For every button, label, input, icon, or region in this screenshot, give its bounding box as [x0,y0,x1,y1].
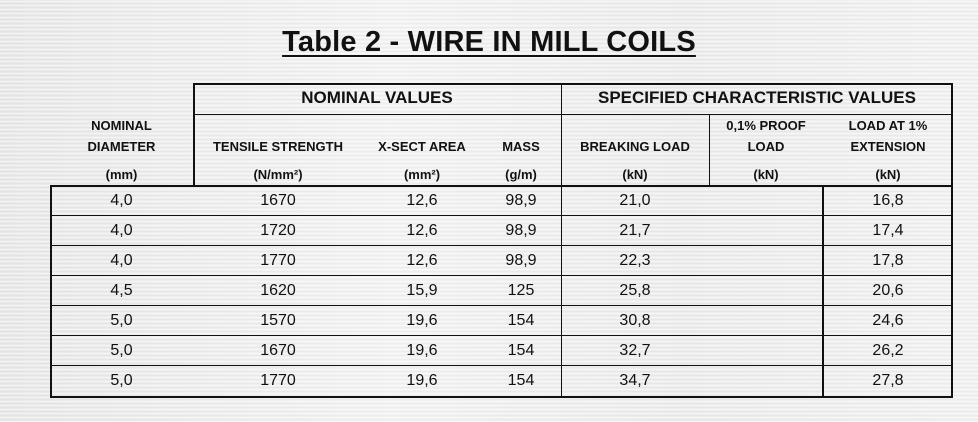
cell-diameter: 5,0 [110,372,133,389]
grid-line-extension-divider [822,185,824,396]
col-unit-diameter: (mm) [105,167,138,182]
col-unit-load-extension: (kN) [875,167,901,182]
cell-mass: 98,9 [505,222,537,239]
col-unit-mass: (g/m) [505,167,537,182]
grid-line-left-body [50,185,52,396]
cell-xsect-area: 19,6 [406,372,438,389]
cell-diameter: 5,0 [110,342,133,359]
col-header-breaking-load: BREAKING LOAD [580,139,690,154]
cell-breaking-load: 21,0 [619,192,651,209]
row-divider [50,275,953,276]
cell-breaking-load: 21,7 [619,222,651,239]
cell-proof-load [709,246,823,276]
cell-load-extension: 17,4 [872,222,904,239]
cell-breaking-load: 25,8 [619,282,651,299]
cell-diameter: 4,0 [110,192,133,209]
cell-xsect-area: 15,9 [406,282,438,299]
cell-mass: 98,9 [505,192,537,209]
cell-proof-load [709,216,823,246]
cell-load-extension: 17,8 [872,252,904,269]
cell-diameter: 5,0 [110,312,133,329]
cell-proof-load [709,366,823,396]
group-header-specified: SPECIFIED CHARACTERISTIC VALUES [598,88,916,107]
col-header-proof-load-line2: LOAD [747,139,785,154]
col-header-load-extension: LOAD AT 1% EXTENSION [823,115,953,157]
cell-xsect-area: 19,6 [406,312,438,329]
cell-load-extension: 20,6 [872,282,904,299]
cell-load-extension: 16,8 [872,192,904,209]
cell-mass: 154 [507,342,535,359]
grid-line-right [951,83,953,396]
cell-diameter: 4,5 [110,282,133,299]
col-header-proof-load: 0,1% PROOF LOAD [709,115,823,157]
cell-mass: 154 [507,312,535,329]
col-header-diameter-line2: DIAMETER [87,139,156,154]
grid-line-header-top [193,83,953,85]
cell-mass: 154 [507,372,535,389]
grid-line-proof-divider [709,114,710,186]
cell-diameter: 4,0 [110,252,133,269]
cell-xsect-area: 12,6 [406,192,438,209]
row-divider [50,365,953,366]
col-unit-proof-load: (kN) [753,167,779,182]
col-header-load-extension-line1: LOAD AT 1% [848,118,928,133]
group-header-nominal: NOMINAL VALUES [301,88,453,107]
col-header-xsect-area: X-SECT AREA [378,139,466,154]
col-header-diameter: NOMINAL DIAMETER [50,115,193,157]
cell-breaking-load: 22,3 [619,252,651,269]
col-header-proof-load-line1: 0,1% PROOF [726,118,806,133]
grid-line-group-bottom [193,114,953,115]
cell-proof-load [709,276,823,306]
cell-breaking-load: 32,7 [619,342,651,359]
row-divider [50,215,953,216]
grid-line-body-top [50,185,953,187]
col-unit-breaking-load: (kN) [622,167,648,182]
cell-load-extension: 26,2 [872,342,904,359]
row-divider [50,305,953,306]
cell-tensile-strength: 1670 [260,192,296,209]
cell-proof-load [709,186,823,216]
cell-xsect-area: 12,6 [406,222,438,239]
cell-tensile-strength: 1770 [260,252,296,269]
row-divider [50,335,953,336]
cell-tensile-strength: 1570 [260,312,296,329]
cell-tensile-strength: 1620 [260,282,296,299]
row-divider [50,396,953,398]
col-unit-tensile-strength: (N/mm²) [253,167,303,182]
cell-tensile-strength: 1770 [260,372,296,389]
cell-tensile-strength: 1720 [260,222,296,239]
cell-breaking-load: 30,8 [619,312,651,329]
col-unit-xsect-area: (mm²) [403,167,441,182]
col-header-load-extension-line2: EXTENSION [850,139,926,154]
cell-load-extension: 24,6 [872,312,904,329]
cell-xsect-area: 19,6 [406,342,438,359]
cell-load-extension: 27,8 [872,372,904,389]
col-header-mass: MASS [502,139,540,154]
col-header-diameter-line1: NOMINAL [91,118,152,133]
cell-breaking-load: 34,7 [619,372,651,389]
grid-line-left-header [193,83,195,186]
col-header-tensile-strength: TENSILE STRENGTH [212,139,343,154]
row-divider [50,245,953,246]
cell-tensile-strength: 1670 [260,342,296,359]
cell-xsect-area: 12,6 [406,252,438,269]
cell-mass: 125 [507,282,535,299]
cell-proof-load [709,336,823,366]
grid-line-group-divider [561,83,562,396]
cell-proof-load [709,306,823,336]
cell-mass: 98,9 [505,252,537,269]
cell-diameter: 4,0 [110,222,133,239]
page-title: Table 2 - WIRE IN MILL COILS [282,26,696,58]
